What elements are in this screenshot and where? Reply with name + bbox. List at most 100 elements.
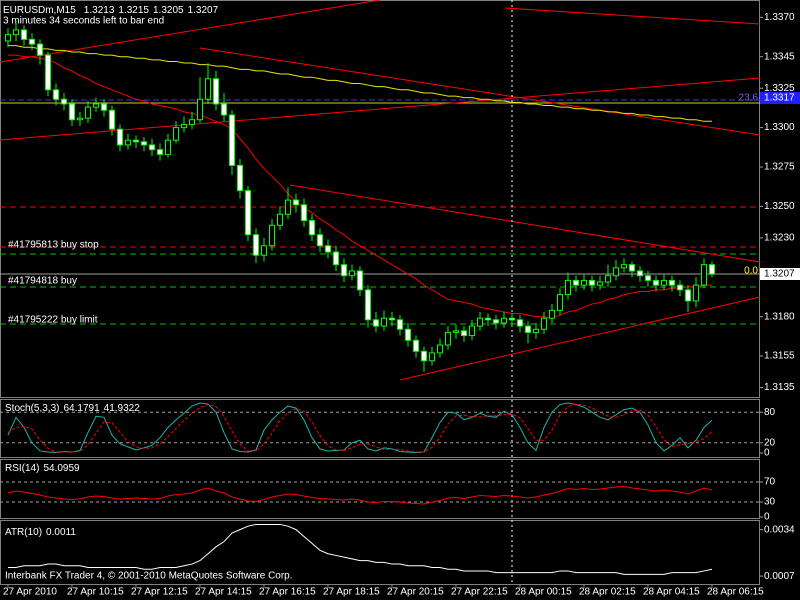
y-tick-label: 1.3275 [764, 162, 795, 173]
price-boxes: 1.3317 1.3207 [760, 92, 800, 280]
candle-body [461, 330, 467, 337]
candle-body [293, 199, 299, 206]
bar-low: 1.3205 [153, 5, 184, 16]
drawn-objects [0, 0, 761, 585]
candle-body [661, 279, 667, 286]
candle-body [701, 264, 707, 286]
indicator-value: 41.9322 [104, 403, 141, 414]
candle-body [229, 114, 235, 166]
rsi-panel-frame [0, 459, 760, 519]
candle-body [605, 275, 611, 283]
x-tick-label: 27 Apr 14:15 [195, 587, 252, 598]
candle-body [445, 331, 451, 346]
y-tick-label: 1.3300 [764, 122, 795, 133]
fib-price-box [760, 92, 800, 104]
chart-title: EURUSDm,M15 [3, 5, 76, 16]
candle-body [621, 264, 627, 269]
x-tick-label: 27 Apr 10:15 [67, 587, 124, 598]
bid-price-box [760, 268, 800, 280]
candle-body [13, 29, 19, 36]
candle-body [693, 284, 699, 302]
x-tick-label: 27 Apr 22:15 [451, 587, 508, 598]
candle-body [557, 294, 563, 311]
candle-body [277, 213, 283, 226]
candle-body [181, 123, 187, 129]
indicator-line [7, 403, 713, 453]
bar-close: 1.3207 [188, 5, 219, 16]
candle-body [29, 38, 35, 45]
indicator-value: 54.0959 [43, 463, 80, 474]
candle-body [469, 325, 475, 337]
candle-body [189, 119, 195, 125]
candle-body [525, 325, 531, 333]
candle-body [133, 139, 139, 143]
candle-body [637, 270, 643, 277]
candle-body [45, 54, 51, 91]
candle-body [541, 317, 547, 330]
candle-body [269, 224, 275, 247]
x-tick-label: 28 Apr 06:15 [707, 587, 764, 598]
candle-body [517, 319, 523, 327]
candle-body [61, 98, 67, 105]
indicator-value: 0.0011 [46, 527, 76, 538]
candle-body [109, 109, 115, 130]
bid-price-label: 1.3207 [764, 269, 795, 280]
stoch-panel-frame [0, 399, 760, 458]
candle-body [237, 164, 243, 192]
candle-body [501, 317, 507, 324]
y-tick-label: 1.3180 [764, 311, 795, 322]
candle-body [213, 78, 219, 105]
atr-panel-frame [0, 520, 760, 585]
y-tick-label: 1.3325 [764, 83, 795, 94]
x-tick-label: 27 Apr 2010 [3, 587, 57, 598]
candle-body [389, 317, 395, 321]
main-panel-frame [0, 0, 760, 398]
trend-line [289, 184, 761, 263]
y-tick-label: 30 [764, 497, 776, 508]
candle-body [597, 281, 603, 286]
x-tick-label: 27 Apr 18:15 [323, 587, 380, 598]
fib-label: 0.0 [744, 266, 758, 277]
candle-body [53, 89, 59, 100]
candle-body [245, 190, 251, 236]
candle-body [365, 289, 371, 321]
candle-body [117, 128, 123, 146]
candle-body [613, 267, 619, 277]
candle-body [669, 279, 675, 286]
y-tick-label: 0 [764, 512, 770, 523]
fib-label: 23.6 [739, 93, 759, 104]
trend-line [504, 7, 761, 25]
candle-body [581, 279, 587, 286]
candle-body [21, 29, 27, 40]
y-tick-label: 0.0007 [764, 571, 795, 582]
candle-body [333, 251, 339, 266]
candle-body [373, 319, 379, 327]
candle-body [645, 275, 651, 281]
order-label: #41795813 buy stop [8, 240, 99, 251]
moving-average [8, 54, 712, 319]
y-tick-label: 0 [764, 448, 770, 459]
x-tick-label: 28 Apr 00:15 [515, 587, 572, 598]
candle-body [77, 117, 83, 121]
candle-body [429, 352, 435, 362]
candle-body [173, 127, 179, 141]
indicator-line [7, 402, 713, 453]
candle-body [341, 264, 347, 277]
order-label: #41794818 buy [8, 276, 77, 287]
candle-body [397, 319, 403, 330]
candle-body [5, 34, 11, 42]
candle-body [413, 339, 419, 352]
y-tick-label: 1.3370 [764, 12, 795, 23]
candle-body [205, 78, 211, 100]
candle-body [549, 309, 555, 319]
panel-frames [0, 0, 760, 585]
candle-body [629, 264, 635, 272]
candle-body [565, 279, 571, 296]
candle-body [141, 141, 147, 146]
candle-body [165, 139, 171, 155]
candle-body [37, 43, 43, 56]
bar-high: 1.3215 [118, 5, 149, 16]
x-tick-label: 27 Apr 12:15 [131, 587, 188, 598]
x-tick-label: 28 Apr 02:15 [579, 587, 636, 598]
